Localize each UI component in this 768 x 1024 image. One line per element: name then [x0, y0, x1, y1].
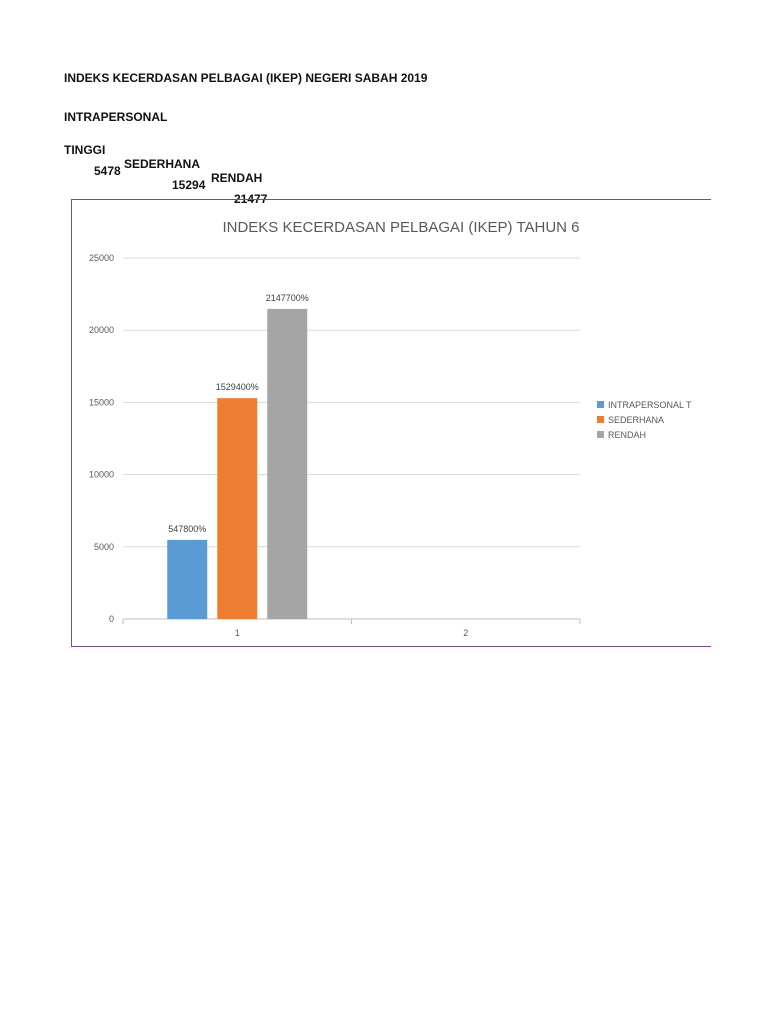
legend-label: INTRAPERSONAL T — [608, 400, 692, 410]
data-label: 2147700% — [266, 293, 309, 303]
y-tick-label: 0 — [109, 614, 114, 624]
chart-frame: INDEKS KECERDASAN PELBAGAI (IKEP) TAHUN … — [71, 199, 711, 647]
document-heading: INDEKS KECERDASAN PELBAGAI (IKEP) NEGERI… — [64, 71, 428, 85]
legend-swatch — [597, 431, 604, 438]
column-header-tinggi: TINGGI — [64, 143, 106, 157]
bar — [167, 539, 208, 619]
bar — [217, 398, 258, 619]
value-tinggi: 5478 — [94, 164, 121, 178]
y-tick-label: 10000 — [89, 470, 114, 480]
data-label: 547800% — [168, 524, 206, 534]
section-title: INTRAPERSONAL — [64, 110, 168, 124]
bar — [267, 308, 308, 619]
data-label: 1529400% — [216, 382, 259, 392]
legend-swatch — [597, 401, 604, 408]
column-header-sederhana: SEDERHANA — [124, 157, 201, 171]
legend-label: SEDERHANA — [608, 415, 664, 425]
value-row: 5478 15294 21477 — [64, 150, 267, 206]
legend-label: RENDAH — [608, 430, 646, 440]
y-tick-label: 5000 — [94, 542, 114, 552]
chart-title: INDEKS KECERDASAN PELBAGAI (IKEP) TAHUN … — [222, 219, 579, 236]
value-sederhana: 15294 — [172, 178, 206, 192]
y-tick-label: 15000 — [89, 397, 114, 407]
column-header-rendah: RENDAH — [211, 171, 263, 185]
y-tick-label: 20000 — [89, 325, 114, 335]
x-tick-label: 2 — [463, 628, 468, 638]
y-tick-label: 25000 — [89, 253, 114, 263]
column-headers: TINGGI SEDERHANA RENDAH — [64, 129, 262, 185]
bar-chart: INDEKS KECERDASAN PELBAGAI (IKEP) TAHUN … — [89, 219, 692, 638]
x-tick-label: 1 — [235, 628, 240, 638]
legend-swatch — [597, 416, 604, 423]
